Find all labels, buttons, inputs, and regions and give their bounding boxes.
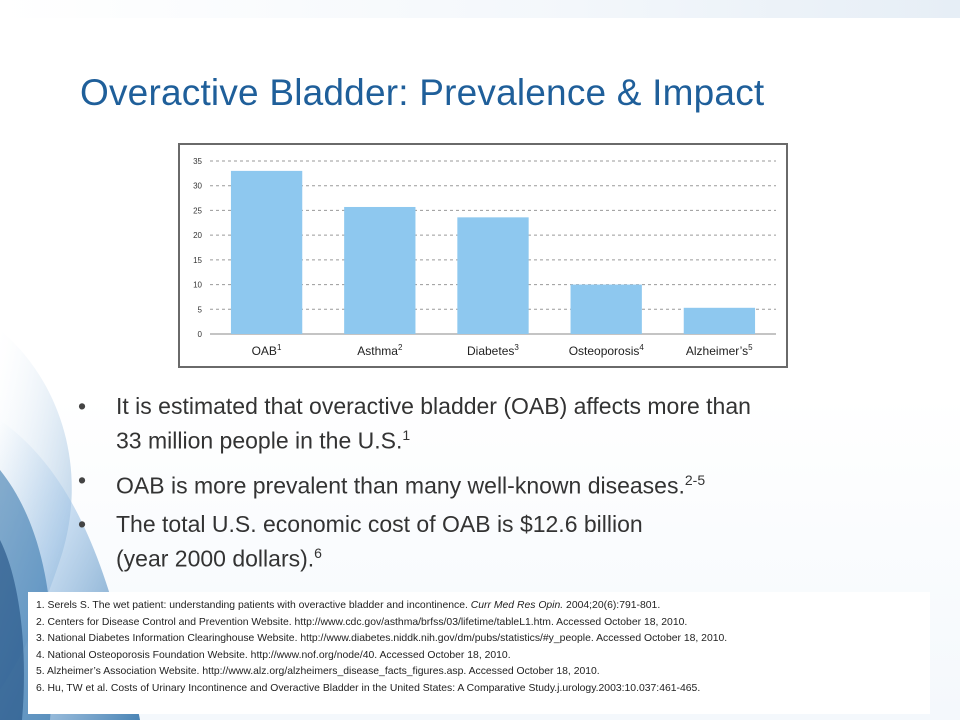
y-tick-label: 5 xyxy=(198,305,203,314)
bullet-text: The total U.S. economic cost of OAB is $… xyxy=(116,511,643,538)
bar-chart: 0 5 10 15 20 25 30 35 xyxy=(178,143,788,368)
reference-text: 1. Serels S. The wet patient: understand… xyxy=(36,600,471,611)
citation-superscript: 4 xyxy=(639,343,644,352)
y-tick-label: 25 xyxy=(193,206,202,215)
y-tick-label: 20 xyxy=(193,231,202,240)
reference-item: 5. Alzheimer’s Association Website. http… xyxy=(36,664,922,681)
slide-title: Overactive Bladder: Prevalence & Impact xyxy=(80,72,765,113)
bullet-dot: • xyxy=(78,466,87,493)
y-tick-label: 15 xyxy=(193,256,202,265)
references: 1. Serels S. The wet patient: understand… xyxy=(28,592,930,714)
bullet-item: • It is estimated that overactive bladde… xyxy=(78,392,858,456)
citation-superscript: 5 xyxy=(748,343,753,352)
x-category-label: Alzheimer’s5 xyxy=(685,343,753,358)
reference-text: 2. Centers for Disease Control and Preve… xyxy=(36,616,688,628)
reference-item: 4. National Osteoporosis Foundation Webs… xyxy=(36,648,922,665)
bar xyxy=(457,217,529,334)
reference-text: 6. Hu, TW et al. Costs of Urinary Incont… xyxy=(36,682,701,694)
x-category-label: Diabetes3 xyxy=(467,343,519,358)
y-tick-label: 30 xyxy=(193,182,202,191)
citation-superscript: 2-5 xyxy=(684,471,706,488)
x-category-label: Asthma2 xyxy=(357,343,403,358)
bullet-dot: • xyxy=(78,393,87,419)
bar xyxy=(344,206,416,334)
reference-text: 3. National Diabetes Information Clearin… xyxy=(36,633,728,645)
reference-item: 3. National Diabetes Information Clearin… xyxy=(36,631,922,648)
bullet-list: • It is estimated that overactive bladde… xyxy=(78,392,858,584)
bullet-dot: • xyxy=(78,511,87,538)
citation-superscript: 6 xyxy=(314,545,322,562)
bar xyxy=(683,307,756,334)
citation-superscript: 2 xyxy=(397,343,403,352)
reference-item: 6. Hu, TW et al. Costs of Urinary Incont… xyxy=(36,681,922,698)
reference-text: 4. National Osteoporosis Foundation Webs… xyxy=(36,649,511,661)
citation-superscript: 1 xyxy=(276,343,282,352)
bullet-text: It is estimated that overactive bladder … xyxy=(116,393,751,419)
bar-chart-svg: 0 5 10 15 20 25 30 35 xyxy=(193,157,776,339)
bullet-item: • The total U.S. economic cost of OAB is… xyxy=(78,510,858,574)
y-tick-label: 10 xyxy=(193,281,202,290)
bar xyxy=(570,284,642,334)
bullet-text: 33 million people in the U.S. xyxy=(116,427,403,454)
x-category-label: Osteoporosis4 xyxy=(568,343,644,358)
reference-text: 5. Alzheimer’s Association Website. http… xyxy=(36,666,600,678)
citation-superscript: 3 xyxy=(514,343,519,352)
top-band xyxy=(0,0,960,18)
bullet-item: • OAB is more prevalent than many well-k… xyxy=(78,466,858,501)
reference-text: 2004;20(6):791-801. xyxy=(563,600,661,611)
y-tick-label: 35 xyxy=(193,157,202,166)
y-tick-label: 0 xyxy=(198,330,203,339)
x-category-label: OAB1 xyxy=(251,343,282,358)
citation-superscript: 1 xyxy=(402,427,411,443)
bullet-text: (year 2000 dollars). xyxy=(116,545,315,572)
bar xyxy=(230,170,303,334)
reference-item: 2. Centers for Disease Control and Preve… xyxy=(36,615,922,632)
journal-name: Curr Med Res Opin. xyxy=(470,600,564,611)
bullet-text: OAB is more prevalent than many well-kno… xyxy=(116,472,685,499)
reference-item: 1. Serels S. The wet patient: understand… xyxy=(36,598,922,615)
